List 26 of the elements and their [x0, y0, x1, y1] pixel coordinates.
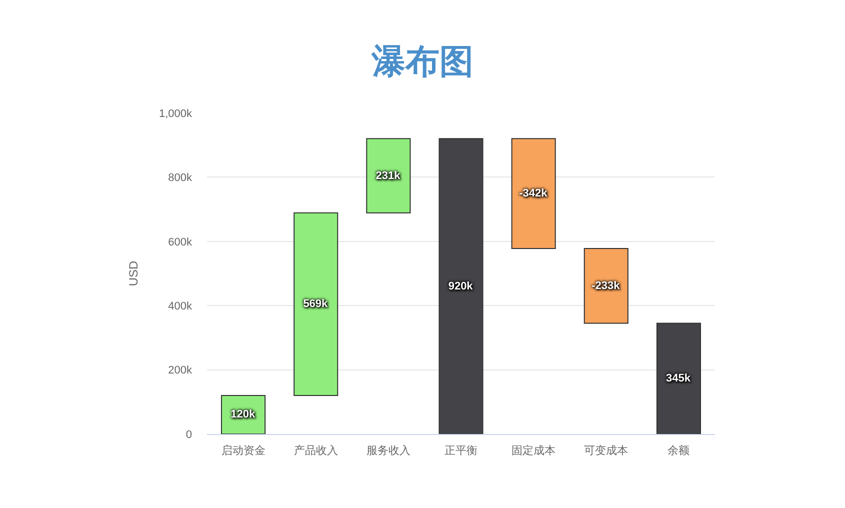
bar: [294, 212, 338, 396]
data-label: 231k: [376, 170, 402, 182]
bar: [656, 322, 701, 434]
bar: [438, 138, 484, 434]
y-axis-title: USD: [126, 260, 140, 286]
y-tick-label: 600k: [168, 236, 192, 248]
y-tick-label: 400k: [168, 300, 192, 312]
bar: [511, 138, 556, 249]
y-tick-label: 1,000k: [158, 108, 192, 120]
x-tick-label: 服务收入: [366, 444, 410, 458]
x-tick-label: 正平衡: [444, 445, 478, 458]
data-label: 569k: [303, 298, 329, 310]
y-tick-label: 0: [186, 428, 192, 441]
data-label: 120k: [230, 408, 256, 421]
x-tick-label: 固定成本: [512, 444, 556, 458]
data-label: -342k: [519, 188, 548, 200]
data-label: 920k: [448, 280, 474, 292]
x-tick-label: 可变成本: [584, 444, 628, 458]
y-tick-label: 200k: [168, 364, 192, 377]
chart-title: 瀑布图: [370, 42, 474, 81]
y-tick-label: 800k: [168, 172, 192, 184]
data-label: 345k: [666, 372, 692, 385]
x-tick-label: 余额: [668, 444, 690, 458]
x-tick-label: 产品收入: [294, 444, 338, 458]
x-tick-label: 启动资金: [221, 444, 266, 458]
data-label: -233k: [592, 280, 621, 292]
